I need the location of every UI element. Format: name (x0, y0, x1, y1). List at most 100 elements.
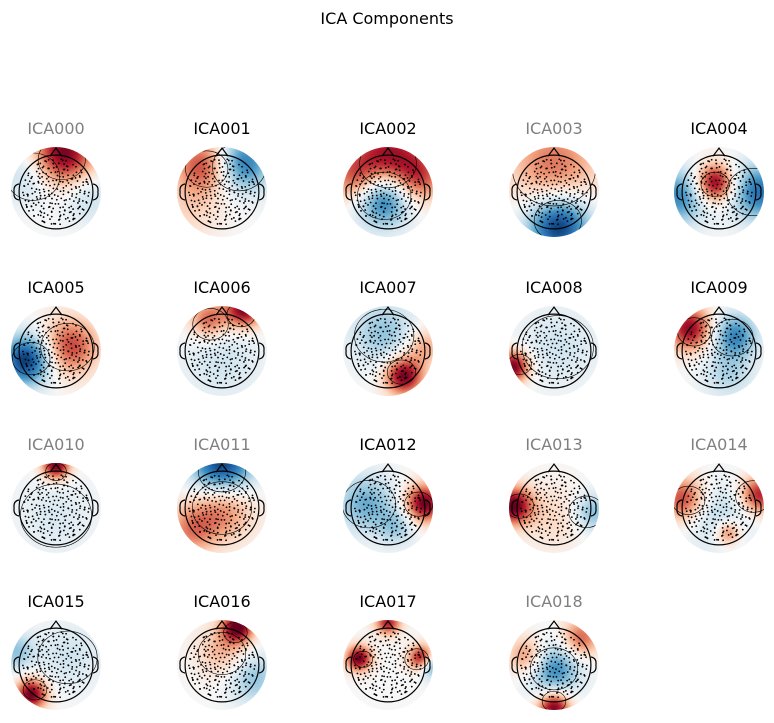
sensor-dot (360, 180, 363, 183)
sensor-dot (368, 357, 371, 359)
sensor-dot (540, 180, 543, 183)
sensor-dot (192, 510, 195, 513)
nose-outline (49, 147, 63, 157)
topomap-ica008[interactable]: ICA008 (499, 279, 609, 409)
sensor-dot (219, 510, 222, 512)
sensor-dot (731, 365, 734, 368)
sensor-dot (209, 518, 211, 521)
sensor-dot (541, 667, 544, 670)
sensor-dot (583, 339, 586, 342)
sensor-dot (708, 184, 711, 186)
sensor-dot (701, 488, 704, 491)
topomap-ica013[interactable]: ICA013 (499, 436, 609, 566)
sensor-dot (703, 370, 706, 373)
topomap-ica004[interactable]: ICA004 (664, 120, 774, 250)
sensor-dot (236, 678, 239, 681)
sensor-dot (406, 501, 409, 504)
sensor-dot (535, 339, 538, 342)
sensor-dot (30, 493, 33, 496)
topomap-ica007[interactable]: ICA007 (333, 279, 443, 409)
sensor-dot (697, 190, 699, 193)
sensor-dot (560, 662, 563, 665)
topomap-ica017[interactable]: ICA017 (333, 593, 443, 723)
sensor-dot (251, 337, 254, 340)
sensor-dot (394, 641, 397, 644)
sensor-dot (61, 497, 64, 499)
sensor-dot (382, 696, 385, 698)
sensor-dot (697, 506, 699, 509)
topomap-ica011[interactable]: ICA011 (167, 436, 277, 566)
sensor-dot (543, 177, 546, 180)
topomap-ica002[interactable]: ICA002 (333, 120, 443, 250)
sensor-dot (523, 203, 526, 206)
sensor-dot (559, 632, 562, 635)
topomap-ica009[interactable]: ICA009 (664, 279, 774, 409)
sensor-dot (229, 636, 232, 638)
field-map (11, 147, 101, 237)
sensor-dot (743, 330, 746, 333)
sensor-dot (550, 207, 553, 210)
topomap-ica006[interactable]: ICA006 (167, 279, 277, 409)
sensor-dot (72, 333, 75, 336)
topomap-ica001[interactable]: ICA001 (167, 120, 277, 250)
sensor-dot (220, 171, 223, 174)
sensor-dot (85, 517, 88, 519)
sensor-dot (72, 530, 75, 533)
topomap-ica018[interactable]: ICA018 (499, 593, 609, 723)
sensor-dot (722, 190, 725, 193)
sensor-dot (209, 194, 212, 197)
sensor-dot (66, 324, 69, 327)
sensor-dot (215, 377, 217, 380)
sensor-dot (733, 342, 736, 345)
topomap-ica000[interactable]: ICA000 (1, 120, 111, 250)
sensor-dot (56, 486, 59, 489)
topomap-ica010[interactable]: ICA010 (1, 436, 111, 566)
sensor-dot (574, 653, 577, 655)
sensor-dot (82, 368, 85, 370)
sensor-dot (720, 321, 723, 324)
sensor-dot (375, 361, 377, 364)
sensor-dot (193, 200, 196, 203)
sensor-dot (223, 195, 225, 198)
topomap-ica005[interactable]: ICA005 (1, 279, 111, 409)
sensor-dot (364, 202, 367, 205)
topomap-ica014[interactable]: ICA014 (664, 436, 774, 566)
sensor-dot (66, 338, 69, 341)
sensor-dot (218, 162, 221, 165)
sensor-dot (226, 197, 229, 200)
sensor-dot (58, 369, 61, 372)
sensor-dot (375, 518, 377, 521)
sensor-dot (545, 509, 548, 512)
sensor-dot (58, 526, 61, 529)
sensor-dot (49, 675, 52, 677)
sensor-dot (62, 659, 65, 662)
sensor-dot (32, 209, 35, 211)
sensor-dot (556, 691, 559, 694)
right-ear-outline (92, 499, 99, 517)
sensor-dot (375, 212, 378, 215)
topomap-ica012[interactable]: ICA012 (333, 436, 443, 566)
sensor-dot (205, 369, 208, 372)
sensor-dot (203, 640, 206, 643)
sensor-dot (716, 499, 719, 502)
sensor-dot (47, 175, 50, 178)
sensor-dot (399, 341, 402, 343)
sensor-dot (576, 685, 579, 688)
sensor-dot (190, 179, 193, 182)
sensor-dot (202, 198, 205, 200)
topomap-ica016[interactable]: ICA016 (167, 593, 277, 723)
sensor-dot (52, 346, 55, 349)
topomap-ica003[interactable]: ICA003 (499, 120, 609, 250)
sensor-dot (394, 327, 397, 330)
sensor-dot (721, 334, 724, 337)
sensor-dot (68, 527, 71, 530)
sensor-dot (744, 516, 747, 518)
topomap-ica015[interactable]: ICA015 (1, 593, 111, 723)
sensor-dot (47, 352, 50, 355)
topomap-svg (343, 463, 433, 553)
sensor-dot (218, 318, 220, 321)
sensor-dot (56, 347, 59, 350)
sensor-dot (72, 534, 74, 537)
sensor-dot (245, 348, 248, 351)
sensor-dot (710, 491, 713, 494)
